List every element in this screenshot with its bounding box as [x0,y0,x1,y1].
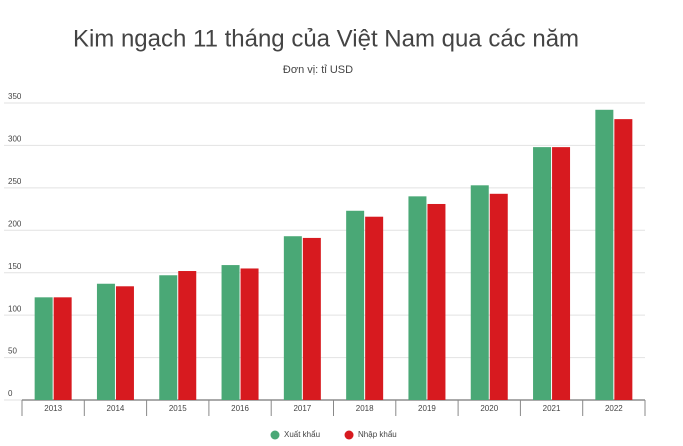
y-tick-label: 200 [8,219,22,228]
x-tick-label: 2017 [293,404,311,413]
y-tick-label: 300 [8,135,22,144]
x-tick-label: 2014 [107,404,125,413]
bar [178,271,197,400]
legend-label: Xuất khẩu [284,430,320,439]
y-tick-label: 50 [8,347,17,356]
bar [283,236,302,400]
bar [115,286,134,400]
y-tick-label: 100 [8,304,22,313]
bar [427,203,446,400]
y-tick-label: 0 [8,389,13,398]
bar [53,297,72,400]
bar [34,297,53,400]
bar [489,193,508,400]
y-tick-label: 250 [8,177,22,186]
legend-label: Nhập khẩu [358,430,397,439]
bar [159,275,178,400]
bar [221,265,240,400]
chart-title: Kim ngạch 11 tháng của Việt Nam qua các … [73,25,579,52]
bar [96,283,115,400]
x-tick-label: 2021 [543,404,561,413]
bar [614,119,633,400]
x-tick-label: 2013 [44,404,62,413]
x-tick-label: 2019 [418,404,436,413]
bar [365,216,384,400]
bar [408,196,427,400]
chart-subtitle: Đơn vị: tỉ USD [283,64,353,76]
bar [552,147,571,400]
x-tick-label: 2022 [605,404,623,413]
x-tick-label: 2020 [480,404,498,413]
bar [470,185,489,400]
x-tick-label: 2015 [169,404,187,413]
legend-swatch [344,430,354,440]
y-tick-label: 150 [8,262,22,271]
bar [240,268,259,400]
bar [533,147,552,400]
bar [302,237,321,400]
bar [346,210,365,400]
x-tick-label: 2018 [356,404,374,413]
x-tick-label: 2016 [231,404,249,413]
legend-swatch [270,430,280,440]
y-tick-label: 350 [8,92,22,101]
bar [595,109,614,400]
